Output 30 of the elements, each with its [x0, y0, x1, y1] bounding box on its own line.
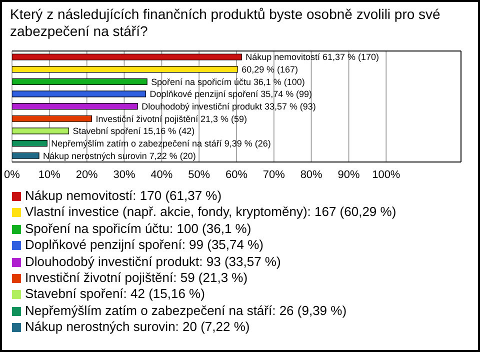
x-tick-label: 20%	[76, 168, 98, 181]
data-label: Investiční životní pojištění 21,3 % (59)	[96, 114, 248, 124]
x-tick-label: 10%	[38, 168, 61, 181]
data-label: Nákup nerostných surovin 7,22 % (20)	[43, 150, 196, 161]
data-label: Stavební spoření 15,16 % (42)	[72, 126, 195, 136]
legend-label: Nákup nemovitostí: 170 (61,37 %)	[25, 188, 222, 203]
data-label: Nákup nemovitostí 61,37 % (170)	[246, 52, 379, 62]
x-tick-label: 70%	[262, 168, 286, 181]
data-label: 60,29 % (167)	[242, 64, 298, 74]
legend-label: Nákup nerostných surovin: 20 (7,22 %)	[25, 319, 250, 334]
x-tick-label: 100%	[372, 168, 400, 181]
x-tick-label: 40%	[150, 168, 173, 181]
x-tick-label: 50%	[188, 168, 210, 181]
data-label: Dlouhodobý investiční produkt 33,57 % (93)	[142, 101, 316, 112]
data-label: Doplňkové penzijní spoření 35,74 % (99)	[150, 89, 312, 100]
legend-label: Dlouhodobý investiční produkt: 93 (33,57 %)	[25, 254, 281, 269]
x-tick-label: 0%	[4, 168, 20, 181]
data-label: Nepřemýšlím zatím o zabezpečení na stáří 9,39 % (26)	[51, 138, 271, 148]
legend-label: Stavební spoření: 42 (15,16 %)	[25, 286, 205, 302]
legend-label: Investiční životní pojištění: 59 (21,3 %)	[25, 270, 248, 285]
legend-label: Nepřemýšlím zatím o zabezpečení na stáří: 26 (9,39 %)	[25, 302, 347, 318]
x-tick-label: 80%	[300, 168, 323, 181]
data-label: Spoření na spořicím účtu 36,1 % (100)	[151, 76, 305, 87]
x-tick-label: 60%	[226, 168, 248, 181]
chart-title: Který z následujících finančních produktů byste osobně zvolili pro své zabezpečení na stáří?	[10, 6, 442, 40]
x-tick-label: 90%	[338, 168, 360, 181]
legend-label: Doplňkové penzijní spoření: 99 (35,74 %)	[25, 237, 264, 252]
x-tick-label: 30%	[113, 168, 136, 181]
legend-label: Vlastní investice (např. akcie, fondy, kryptoměny): 167 (60,29 %)	[25, 204, 396, 220]
legend-label: Spoření na spořicím účtu: 100 (36,1 %)	[25, 220, 252, 236]
